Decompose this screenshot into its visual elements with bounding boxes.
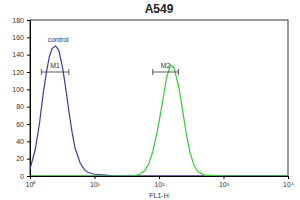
y-tick: 180: [12, 17, 30, 24]
y-tick: 60: [16, 121, 30, 128]
histogram-line: [30, 46, 288, 176]
y-tick-mark: [27, 37, 30, 38]
y-tick-label: 180: [12, 17, 24, 24]
y-tick: 0: [20, 173, 30, 180]
y-axis: 0 20 40 60 80 100 120 140 160 180: [12, 17, 30, 180]
y-tick-mark: [27, 72, 30, 73]
y-tick: 120: [12, 69, 30, 76]
y-tick-label: 140: [12, 51, 24, 58]
histogram-line: [30, 65, 288, 176]
series-label: control: [48, 36, 69, 43]
y-tick-label: 0: [20, 173, 24, 180]
y-tick-mark: [27, 107, 30, 108]
y-tick-mark: [27, 159, 30, 160]
chart-container: 10⁰ 10¹ 10² 10³ 10⁴ 0 20 40 60 80 100 120 140 160 180 M…: [0, 0, 300, 200]
y-axis-line: [27, 21, 31, 177]
y-tick: 20: [16, 155, 30, 162]
x-tick-mark: [95, 176, 96, 179]
y-tick: 140: [12, 51, 30, 58]
gate-marker: [153, 69, 179, 75]
x-tick: 10¹: [90, 176, 101, 188]
x-axis: 10⁰ 10¹ 10² 10³ 10⁴: [26, 176, 294, 188]
y-tick-label: 160: [12, 34, 24, 41]
x-tick-mark: [288, 176, 289, 179]
x-tick: 10⁴: [283, 176, 294, 188]
x-tick-mark: [159, 176, 160, 179]
x-tick: 10³: [219, 176, 230, 188]
y-tick: 100: [12, 86, 30, 93]
x-tick-label: 10²: [154, 181, 165, 188]
plot: 10⁰ 10¹ 10² 10³ 10⁴ 0 20 40 60 80 100 120 140 160 180 M…: [12, 17, 294, 188]
x-tick: 10²: [154, 176, 165, 188]
x-axis-line: [31, 177, 289, 180]
y-tick-label: 40: [16, 138, 24, 145]
x-tick-label: 10⁴: [283, 181, 294, 188]
y-tick-label: 100: [12, 86, 24, 93]
title: A549: [145, 2, 174, 16]
x-axis-title: FL1-H: [149, 192, 168, 199]
x-tick: 10⁰: [26, 176, 37, 188]
y-tick: 80: [16, 103, 30, 110]
y-tick-label: 20: [16, 155, 24, 162]
y-tick-label: 80: [16, 103, 24, 110]
gate-label: M2: [161, 62, 171, 69]
gate-label: M1: [50, 62, 60, 69]
y-tick-mark: [27, 20, 30, 21]
plot-frame: [30, 20, 288, 176]
y-tick-mark: [27, 89, 30, 90]
x-tick-label: 10¹: [90, 181, 101, 188]
chart: 10⁰ 10¹ 10² 10³ 10⁴ 0 20 40 60 80 100 120 140 160 180 M…: [0, 0, 300, 200]
y-tick-mark: [27, 124, 30, 125]
y-tick: 160: [12, 34, 30, 41]
x-tick-mark: [224, 176, 225, 179]
y-tick-mark: [27, 176, 30, 177]
marks: [30, 46, 288, 176]
x-tick-label: 10⁰: [26, 181, 37, 188]
y-tick-label: 120: [12, 69, 24, 76]
gate-marker: [41, 69, 68, 75]
y-tick-mark: [27, 55, 30, 56]
y-tick-label: 60: [16, 121, 24, 128]
y-tick: 40: [16, 138, 30, 145]
x-tick-label: 10³: [219, 181, 230, 188]
y-tick-mark: [27, 141, 30, 142]
